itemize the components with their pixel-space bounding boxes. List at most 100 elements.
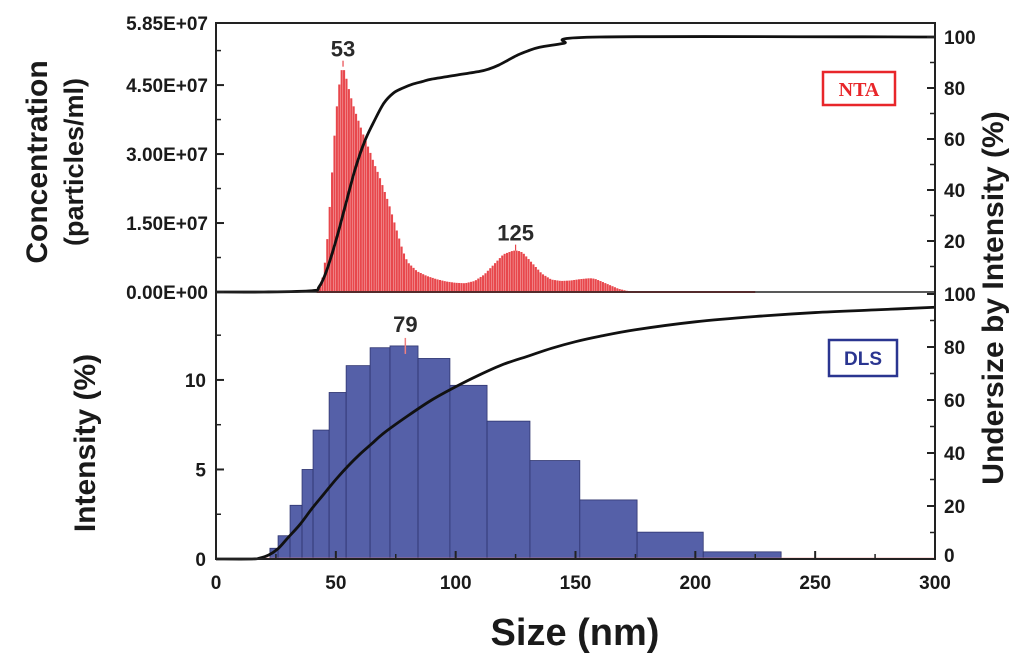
nta-bar	[424, 275, 427, 292]
nta-legend-label: NTA	[839, 79, 880, 101]
nta-bar	[357, 120, 360, 292]
nta-bar	[477, 278, 480, 292]
nta-bar	[429, 277, 432, 292]
right-y-axis-title: Undersize by Intensity (%)	[977, 111, 1010, 484]
nta-bar	[381, 185, 384, 292]
x-tick-label: 100	[440, 573, 472, 594]
top-y-tick-label: 0.00E+00	[126, 283, 208, 304]
nta-bar	[604, 283, 607, 292]
nta-bar	[319, 286, 322, 292]
nta-bar	[335, 106, 338, 292]
nta-bar	[580, 279, 583, 292]
nta-bar	[352, 106, 355, 292]
nta-legend: NTA	[821, 70, 897, 107]
peak-label: 53	[331, 37, 355, 62]
nta-bar	[467, 282, 470, 292]
nta-bar	[494, 263, 497, 292]
nta-bar	[592, 278, 595, 292]
nta-bar	[534, 266, 537, 292]
dls-histogram	[263, 345, 935, 560]
nta-bar	[412, 267, 415, 292]
bottom-y2-tick-label: 60	[944, 391, 965, 412]
nta-bar	[470, 281, 473, 292]
peak-label: 125	[497, 221, 534, 246]
nta-bar	[613, 287, 616, 292]
dls-bar	[579, 499, 638, 560]
nta-bar	[501, 255, 504, 292]
nta-bar	[383, 191, 386, 292]
nta-bar	[448, 281, 451, 292]
labels: 0.00E+00 1.50E+07 3.00E+07 4.50E+07 5.85E+07…	[126, 14, 976, 594]
nta-bar	[496, 260, 499, 292]
cumulative-curves	[215, 35, 936, 561]
nta-bar	[453, 282, 456, 292]
nta-bar	[414, 270, 418, 292]
nta-bar	[551, 279, 554, 292]
nta-bar	[376, 171, 379, 292]
nta-bar	[350, 98, 353, 293]
top-y-tick-label: 1.50E+07	[126, 214, 208, 235]
x-axis-title: Size (nm)	[491, 612, 660, 654]
nta-bar	[321, 277, 324, 292]
nta-bar	[446, 281, 449, 292]
nta-bar	[597, 280, 600, 292]
nta-bar	[532, 264, 535, 292]
bottom-y-axis-title: Intensity (%)	[69, 354, 102, 532]
nta-bar	[587, 278, 590, 292]
dls-bar	[369, 347, 391, 560]
nta-bar	[618, 289, 621, 292]
nta-bar	[537, 269, 540, 292]
nta-bar	[515, 250, 518, 292]
nta-bar	[443, 281, 446, 292]
top-y-axis-title-line1: Concentration	[21, 60, 54, 263]
nta-bar	[522, 253, 525, 292]
nta-bar	[455, 282, 458, 292]
nta-bar	[343, 70, 346, 292]
nta-bar	[474, 280, 477, 292]
nta-bar	[441, 280, 444, 292]
nta-bar	[338, 84, 341, 292]
nta-bar	[563, 280, 566, 292]
x-tick-label: 300	[919, 573, 951, 594]
dls-bar	[486, 420, 531, 560]
top-y-tick-label: 3.00E+07	[126, 145, 208, 166]
dls-cumulative-curve	[215, 305, 936, 561]
nta-bar	[549, 278, 552, 292]
nta-bar	[436, 279, 439, 292]
nta-bar	[458, 282, 461, 292]
nta-bar	[558, 280, 561, 292]
nta-bar	[398, 238, 401, 292]
nta-bar	[402, 253, 406, 292]
nta-bar	[450, 282, 453, 292]
nta-bar	[589, 278, 592, 292]
nta-bar	[465, 282, 468, 292]
nta-bar	[556, 280, 559, 292]
nta-bar	[426, 276, 430, 292]
nta-bar	[395, 230, 398, 292]
x-tick-label: 0	[211, 573, 222, 594]
nta-bar	[479, 276, 482, 292]
x-tick-label: 250	[799, 573, 831, 594]
nta-bar	[520, 251, 523, 292]
nta-bar	[359, 127, 362, 292]
dls-bar	[312, 429, 330, 560]
bottom-y2-tick-label: 100	[944, 285, 976, 306]
nta-bar	[419, 273, 422, 292]
top-y-tick-label: 4.50E+07	[126, 76, 208, 97]
nta-bar	[529, 261, 533, 292]
nta-bar	[503, 253, 506, 292]
nta-bar	[417, 271, 420, 292]
nta-bar	[568, 280, 571, 292]
dls-bar	[417, 358, 451, 560]
x-tick-label: 50	[325, 573, 346, 594]
nta-bar	[606, 284, 609, 292]
bottom-y2-tick-label: 0	[944, 546, 955, 567]
top-y2-tick-label: 20	[944, 232, 965, 253]
dls-bar	[389, 345, 419, 560]
nta-bar	[462, 283, 465, 292]
nta-bar	[616, 288, 619, 292]
nta-bar	[390, 214, 394, 292]
nta-bar	[599, 281, 602, 292]
nta-bar	[575, 279, 578, 292]
nta-bar	[410, 265, 413, 292]
